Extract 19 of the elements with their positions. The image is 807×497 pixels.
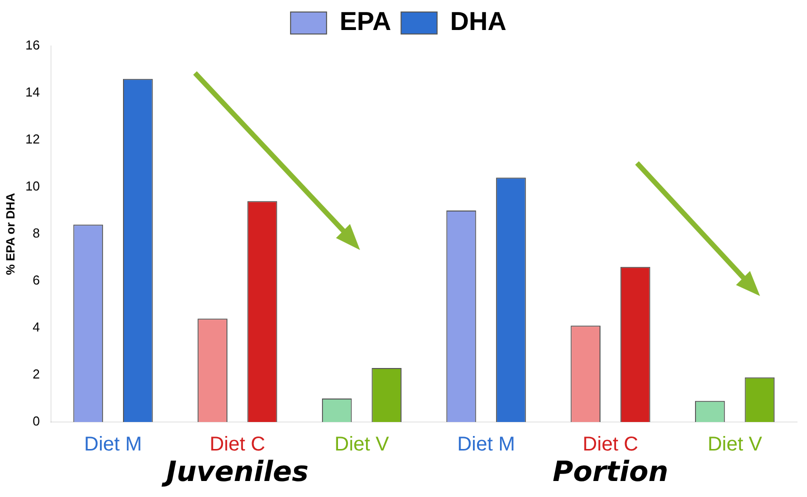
y-tick-label: 12 [25,132,40,147]
y-tick-label: 0 [32,414,40,429]
y-tick-label: 14 [25,84,40,100]
text: Portion [552,455,668,488]
y-tick-label: 4 [32,320,40,335]
x-tick-label: Diet C [582,434,638,456]
y-tick-label: 8 [32,226,40,241]
x-tick-label: Diet M [84,434,142,456]
x-tick-label: Diet M [457,434,516,456]
legend-label: DHA [450,6,507,36]
y-tick-label: 16 [25,38,40,53]
y-tick-label: 2 [32,366,40,382]
x-tick-label: Diet C [210,434,266,456]
y-axis-title: % EPA or DHA [4,192,18,276]
y-tick-label: 10 [25,178,40,194]
x-tick-label: Diet V [708,434,763,456]
legend-label: EPA [340,6,392,36]
y-tick-label: 6 [32,272,40,288]
x-tick-label: Diet V [334,434,390,456]
